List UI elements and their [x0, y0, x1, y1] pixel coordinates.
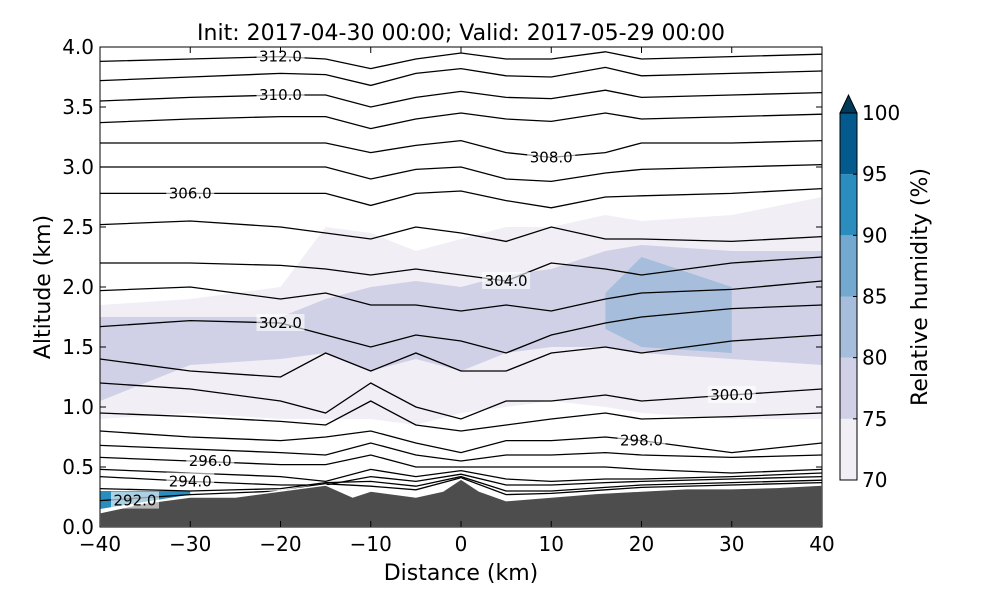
contour-label: 298.0: [620, 432, 663, 450]
colorbar-bin: [840, 296, 857, 358]
contour-line: [100, 468, 822, 483]
contour-label: 306.0: [169, 184, 212, 202]
contour-label-bg: [186, 452, 235, 469]
y-tick-label: 2.0: [62, 275, 94, 299]
contour-label: 300.0: [710, 386, 753, 404]
colorbar-label: Relative humidity (%): [908, 168, 933, 406]
terrain: [100, 478, 822, 527]
colorbar-tick-label: 80: [862, 346, 887, 370]
x-tick-label: 0: [455, 532, 468, 556]
contour-line: [100, 334, 822, 378]
contour-label: 292.0: [114, 492, 157, 510]
contour-line: [100, 187, 822, 209]
contour-line: [100, 256, 822, 282]
contour-label-bg: [111, 491, 159, 509]
contour-label-bg: [256, 47, 305, 65]
contour-label: 308.0: [530, 148, 573, 166]
contour-line: [100, 139, 822, 159]
contour-label: 294.0: [169, 472, 212, 490]
y-tick-label: 4.0: [62, 35, 94, 59]
contour-line: [100, 442, 822, 462]
colorbar-bin: [840, 357, 857, 419]
x-axis-label: Distance (km): [384, 561, 539, 586]
contour-label-bg: [256, 86, 305, 103]
contour-label-bg: [707, 386, 756, 403]
contour-line: [100, 454, 822, 474]
x-tick-label: 10: [539, 532, 564, 556]
contour-label-bg: [256, 314, 305, 331]
contour-label: 310.0: [259, 86, 302, 104]
colorbar-bin: [840, 418, 857, 480]
x-tick-label: 30: [719, 532, 744, 556]
contour-line: [100, 475, 822, 492]
contour-label: 302.0: [259, 314, 302, 332]
colorbar-bin: [840, 113, 857, 175]
contour-line: [100, 220, 822, 243]
y-tick-label: 2.5: [62, 215, 94, 239]
humidity-region: [605, 257, 732, 353]
contour-line: [100, 112, 822, 130]
x-tick-label: 40: [809, 532, 834, 556]
y-tick-label: 0.5: [62, 455, 94, 479]
contour-line: [100, 382, 822, 420]
x-tick-label: −40: [79, 532, 121, 556]
contour-label: 312.0: [259, 48, 302, 66]
contour-line: [100, 473, 822, 486]
colorbar-extend: [839, 93, 858, 114]
contour-label: 304.0: [485, 272, 528, 290]
contour-line: [100, 51, 822, 70]
colorbar-tick-label: 75: [862, 407, 887, 431]
x-tick-label: −20: [259, 532, 301, 556]
y-tick-label: 3.5: [62, 95, 94, 119]
y-tick-label: 1.5: [62, 335, 94, 359]
plot-area: 312.0 310.0 308.0 306.0 304.0 302.0 300.0 298.0…: [100, 47, 822, 527]
contour-label-bg: [617, 431, 666, 449]
y-tick-label: 0.0: [62, 515, 94, 539]
contour-line: [100, 89, 822, 108]
contour-label-bg: [482, 272, 531, 289]
y-tick-label: 1.0: [62, 395, 94, 419]
colorbar-bin: [840, 174, 857, 236]
chart-title: Init: 2017-04-30 00:00; Valid: 2017-05-2…: [197, 21, 725, 46]
contour-label-bg: [166, 472, 215, 490]
colorbar-tick-label: 85: [862, 285, 887, 309]
contour-line: [100, 280, 822, 312]
colorbar-tick-label: 95: [862, 162, 887, 186]
colorbar-tick-label: 90: [862, 223, 887, 247]
x-tick-label: 20: [629, 532, 654, 556]
colorbar-bin: [840, 235, 857, 297]
contour-line: [100, 66, 822, 87]
contour-line: [100, 163, 822, 183]
colorbar-tick-label: 100: [862, 101, 900, 125]
contour-label-bg: [527, 148, 576, 166]
contour-label: 296.0: [189, 452, 232, 470]
contour-line: [100, 400, 822, 432]
y-axis-label: Altitude (km): [31, 215, 56, 359]
y-tick-label: 3.0: [62, 155, 94, 179]
contour-label-bg: [166, 184, 215, 202]
colorbar-tick-label: 70: [862, 468, 887, 492]
x-tick-label: −30: [169, 532, 211, 556]
x-tick-label: −10: [350, 532, 392, 556]
